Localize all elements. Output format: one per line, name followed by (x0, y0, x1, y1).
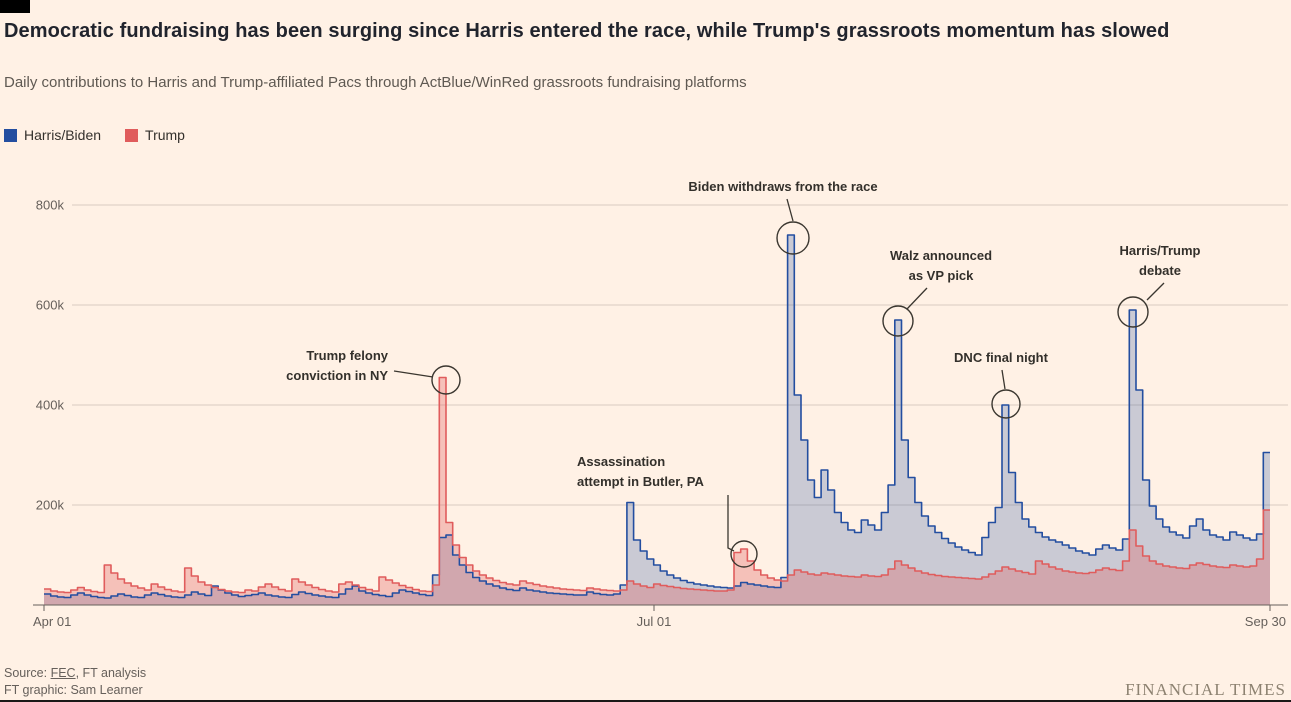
legend-item-trump: Trump (125, 127, 185, 143)
area-Harris/Biden (44, 235, 1270, 605)
annotation-text-harris-trump-debate: debate (1139, 263, 1181, 278)
credit-line: FT graphic: Sam Learner (4, 683, 143, 697)
chart-title: Democratic fundraising has been surging … (4, 20, 1170, 42)
annotation-text-walz-vp-pick: as VP pick (909, 268, 975, 283)
bottom-rule (0, 700, 1291, 702)
y-tick-600k: 600k (36, 298, 65, 313)
source-prefix: Source: (4, 666, 51, 680)
y-tick-400k: 400k (36, 398, 65, 413)
legend: Harris/Biden Trump (4, 127, 185, 143)
legend-item-harris-biden: Harris/Biden (4, 127, 101, 143)
y-tick-800k: 800k (36, 198, 65, 213)
annotation-circle-trump-felony-conviction (431, 365, 461, 395)
annotation-text-assassination-attempt: attempt in Butler, PA (577, 474, 704, 489)
annotation-circle-assassination-attempt (730, 540, 758, 568)
footer: Source: FEC, FT analysis FT graphic: Sam… (4, 665, 146, 699)
source-suffix: , FT analysis (75, 666, 147, 680)
annotation-connector-biden-withdraws (786, 198, 794, 222)
annotation-circle-harris-trump-debate (1117, 296, 1149, 328)
legend-label-trump: Trump (145, 127, 185, 143)
annotation-circle-walz-vp-pick (882, 305, 914, 337)
x-tick-Apr 01: Apr 01 (33, 614, 71, 629)
harris-biden-swatch (4, 128, 17, 142)
annotation-connector-walz-vp-pick (906, 287, 928, 310)
annotation-text-biden-withdraws: Biden withdraws from the race (688, 179, 877, 194)
legend-label-harris-biden: Harris/Biden (24, 127, 102, 143)
annotation-connector-dnc-final-night (1001, 369, 1006, 390)
annotation-connector-trump-felony-conviction (393, 370, 434, 378)
chart-subtitle: Daily contributions to Harris and Trump-… (4, 74, 747, 91)
annotation-circle-dnc-final-night (991, 389, 1021, 419)
x-tick-Sep 30: Sep 30 (1245, 614, 1286, 629)
annotation-text-trump-felony-conviction: Trump felony (306, 348, 388, 363)
annotation-connector-assassination-attempt (727, 495, 735, 552)
source-line: Source: FEC, FT analysis (4, 665, 146, 682)
annotation-circle-biden-withdraws (776, 221, 810, 255)
y-tick-200k: 200k (36, 498, 65, 513)
annotation-text-harris-trump-debate: Harris/Trump (1120, 243, 1201, 258)
annotation-text-trump-felony-conviction: conviction in NY (286, 368, 388, 383)
line-Trump (44, 376, 1270, 594)
annotation-connector-harris-trump-debate (1146, 282, 1165, 301)
line-Harris/Biden (44, 234, 1270, 599)
annotation-text-dnc-final-night: DNC final night (954, 350, 1049, 365)
annotation-text-walz-vp-pick: Walz announced (890, 248, 992, 263)
fec-link[interactable]: FEC (50, 666, 76, 680)
trump-swatch (125, 128, 139, 142)
ft-corner-mark (0, 0, 30, 13)
area-Trump (44, 377, 1270, 605)
ft-logo-text: FINANCIAL TIMES (1125, 680, 1286, 699)
annotation-text-assassination-attempt: Assassination (577, 454, 665, 469)
x-tick-Jul 01: Jul 01 (637, 614, 672, 629)
